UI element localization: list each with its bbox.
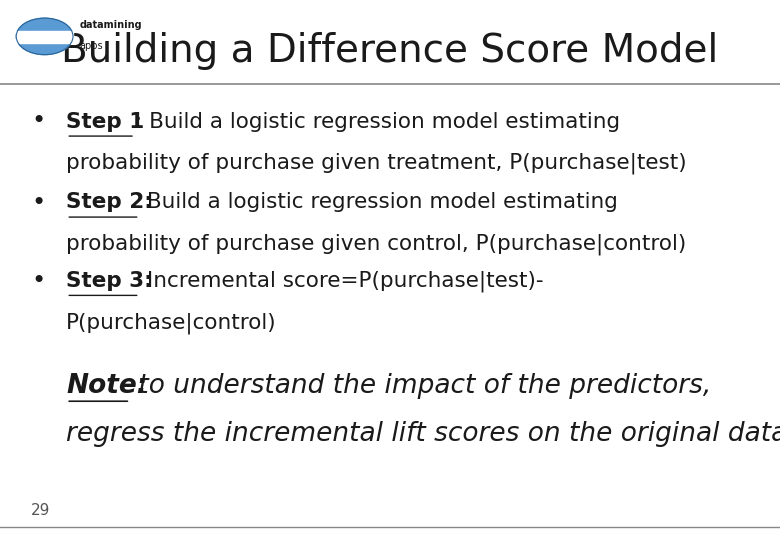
Text: regress the incremental lift scores on the original data!: regress the incremental lift scores on t… (66, 421, 780, 447)
Text: : Build a logistic regression model estimating: : Build a logistic regression model esti… (135, 111, 620, 132)
Bar (16, 31, 73, 43)
Text: to understand the impact of the predictors,: to understand the impact of the predicto… (130, 373, 711, 399)
Text: •: • (31, 269, 45, 293)
Text: probability of purchase given treatment, P(purchase|test): probability of purchase given treatment,… (66, 153, 687, 174)
Text: Incremental score=P(purchase|test)-: Incremental score=P(purchase|test)- (140, 270, 543, 292)
Text: •: • (31, 191, 45, 214)
Text: Step 1: Step 1 (66, 111, 144, 132)
Text: Note:: Note: (66, 373, 147, 399)
Text: Build a logistic regression model estimating: Build a logistic regression model estima… (140, 192, 618, 213)
Text: probability of purchase given control, P(purchase|control): probability of purchase given control, P… (66, 234, 686, 255)
Text: Step 3:: Step 3: (66, 271, 153, 291)
Text: datamining: datamining (80, 20, 142, 30)
Text: Step 2:: Step 2: (66, 192, 153, 213)
Text: Building a Difference Score Model: Building a Difference Score Model (62, 32, 718, 70)
Text: P(purchase|control): P(purchase|control) (66, 312, 277, 334)
Circle shape (16, 18, 73, 55)
Text: •: • (31, 110, 45, 133)
Text: apps: apps (80, 41, 103, 51)
Text: 29: 29 (31, 503, 51, 518)
